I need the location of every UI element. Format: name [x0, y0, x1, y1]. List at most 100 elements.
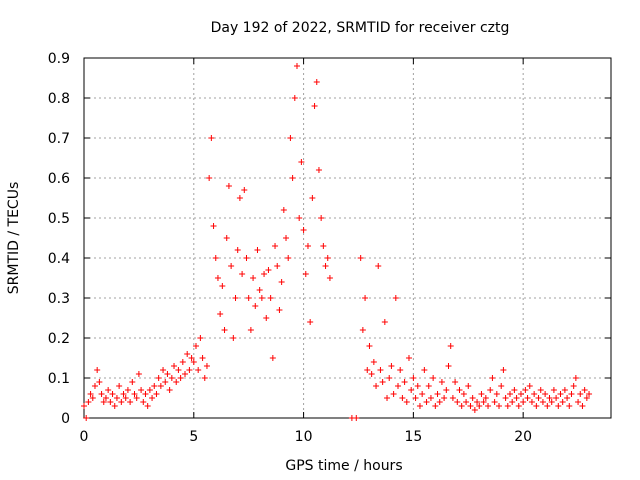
data-point: [395, 383, 402, 389]
data-point: [280, 207, 287, 213]
data-point: [234, 247, 241, 253]
data-point: [236, 195, 243, 201]
data-point: [408, 387, 415, 393]
data-point: [219, 283, 226, 289]
data-point: [414, 383, 421, 389]
y-tick-label: 0.7: [48, 131, 70, 147]
data-point: [298, 159, 305, 165]
data-point: [232, 295, 239, 301]
data-point: [447, 343, 454, 349]
data-point: [182, 371, 189, 377]
data-point: [293, 63, 300, 69]
data-point: [353, 415, 360, 421]
data-point: [526, 383, 533, 389]
data-point: [223, 235, 230, 241]
y-tick-label: 0: [61, 411, 70, 427]
data-point: [113, 395, 120, 401]
x-tick-label: 20: [514, 429, 532, 445]
data-point: [498, 383, 505, 389]
data-point: [456, 387, 463, 393]
data-point: [144, 403, 151, 409]
data-point: [381, 319, 388, 325]
data-point: [520, 399, 527, 405]
y-tick-label: 0.4: [48, 251, 70, 267]
data-point: [550, 387, 557, 393]
y-tick-label: 0.5: [48, 211, 70, 227]
data-point: [291, 95, 298, 101]
data-point: [322, 263, 329, 269]
data-point: [315, 167, 322, 173]
data-point: [366, 343, 373, 349]
data-point: [120, 391, 127, 397]
data-point: [474, 399, 481, 405]
data-point: [127, 399, 134, 405]
x-axis-label: GPS time / hours: [285, 458, 402, 474]
data-point: [146, 387, 153, 393]
data-point: [311, 103, 318, 109]
data-point: [105, 387, 112, 393]
data-point: [186, 367, 193, 373]
data-point: [436, 399, 443, 405]
data-point: [511, 387, 518, 393]
data-point: [364, 367, 371, 373]
data-point: [188, 355, 195, 361]
data-point: [313, 79, 320, 85]
data-point: [212, 255, 219, 261]
data-point: [416, 403, 423, 409]
data-point: [247, 327, 254, 333]
data-point: [122, 395, 129, 401]
data-point: [377, 367, 384, 373]
data-point: [285, 255, 292, 261]
data-point: [155, 375, 162, 381]
data-point: [386, 375, 393, 381]
data-point: [397, 367, 404, 373]
data-point: [173, 379, 180, 385]
data-point: [452, 379, 459, 385]
data-point: [168, 375, 175, 381]
data-point: [177, 375, 184, 381]
data-point: [250, 275, 257, 281]
data-point: [318, 215, 325, 221]
data-point: [403, 399, 410, 405]
data-point: [116, 383, 123, 389]
data-point: [546, 395, 553, 401]
data-point: [199, 355, 206, 361]
data-point: [443, 387, 450, 393]
data-point: [570, 383, 577, 389]
data-point: [359, 327, 366, 333]
data-point: [203, 363, 210, 369]
data-point: [399, 395, 406, 401]
data-point: [162, 379, 169, 385]
data-point: [124, 387, 131, 393]
data-point: [175, 367, 182, 373]
data-point: [575, 399, 582, 405]
data-point: [276, 307, 283, 313]
x-tick-label: 15: [404, 429, 422, 445]
data-point: [153, 391, 160, 397]
data-point: [496, 403, 503, 409]
data-point: [289, 175, 296, 181]
data-point: [434, 391, 441, 397]
data-point: [261, 271, 268, 277]
data-point: [217, 311, 224, 317]
data-point: [326, 275, 333, 281]
data-point: [487, 387, 494, 393]
data-point: [149, 395, 156, 401]
data-point: [221, 327, 228, 333]
data-point: [500, 367, 507, 373]
data-point: [579, 403, 586, 409]
data-point: [533, 403, 540, 409]
data-point: [269, 355, 276, 361]
data-point: [489, 375, 496, 381]
data-point: [208, 135, 215, 141]
data-point: [239, 271, 246, 277]
data-point: [373, 383, 380, 389]
data-point: [129, 379, 136, 385]
data-point: [206, 175, 213, 181]
data-point: [283, 235, 290, 241]
data-point: [548, 399, 555, 405]
data-point: [274, 263, 281, 269]
data-point: [476, 403, 483, 409]
